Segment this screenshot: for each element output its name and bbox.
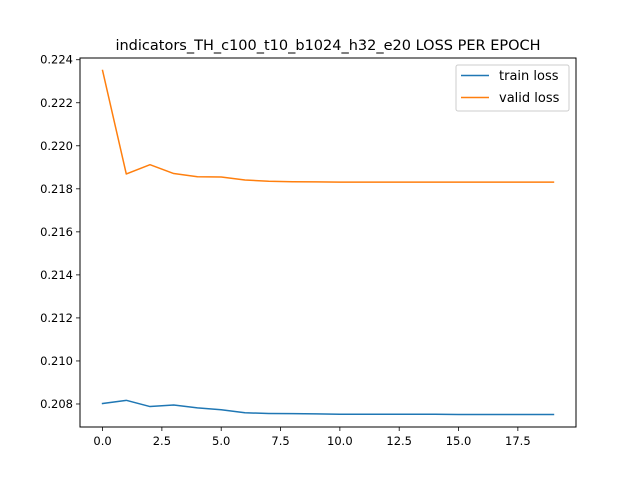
x-tick-label: 2.5 — [153, 434, 171, 448]
y-tick-label: 0.216 — [40, 225, 73, 239]
y-tick-label: 0.214 — [40, 268, 73, 282]
x-tick-label: 12.5 — [386, 434, 412, 448]
legend-label-valid-loss: valid loss — [499, 91, 560, 106]
x-tick-label: 15.0 — [446, 434, 472, 448]
legend-label-train-loss: train loss — [499, 69, 559, 84]
y-tick-label: 0.224 — [40, 53, 73, 67]
chart-title: indicators_TH_c100_t10_b1024_h32_e20 LOS… — [115, 38, 540, 54]
y-tick-label: 0.210 — [40, 354, 73, 368]
y-tick-label: 0.208 — [40, 397, 73, 411]
y-tick-label: 0.222 — [40, 96, 73, 110]
y-tick-label: 0.218 — [40, 182, 73, 196]
x-tick-label: 17.5 — [505, 434, 531, 448]
x-tick-label: 10.0 — [327, 434, 353, 448]
x-tick-label: 7.5 — [271, 434, 289, 448]
x-tick-label: 5.0 — [212, 434, 230, 448]
y-tick-label: 0.212 — [40, 311, 73, 325]
legend: train loss valid loss — [456, 65, 569, 111]
x-tick-label: 0.0 — [93, 434, 111, 448]
y-tick-label: 0.220 — [40, 139, 73, 153]
